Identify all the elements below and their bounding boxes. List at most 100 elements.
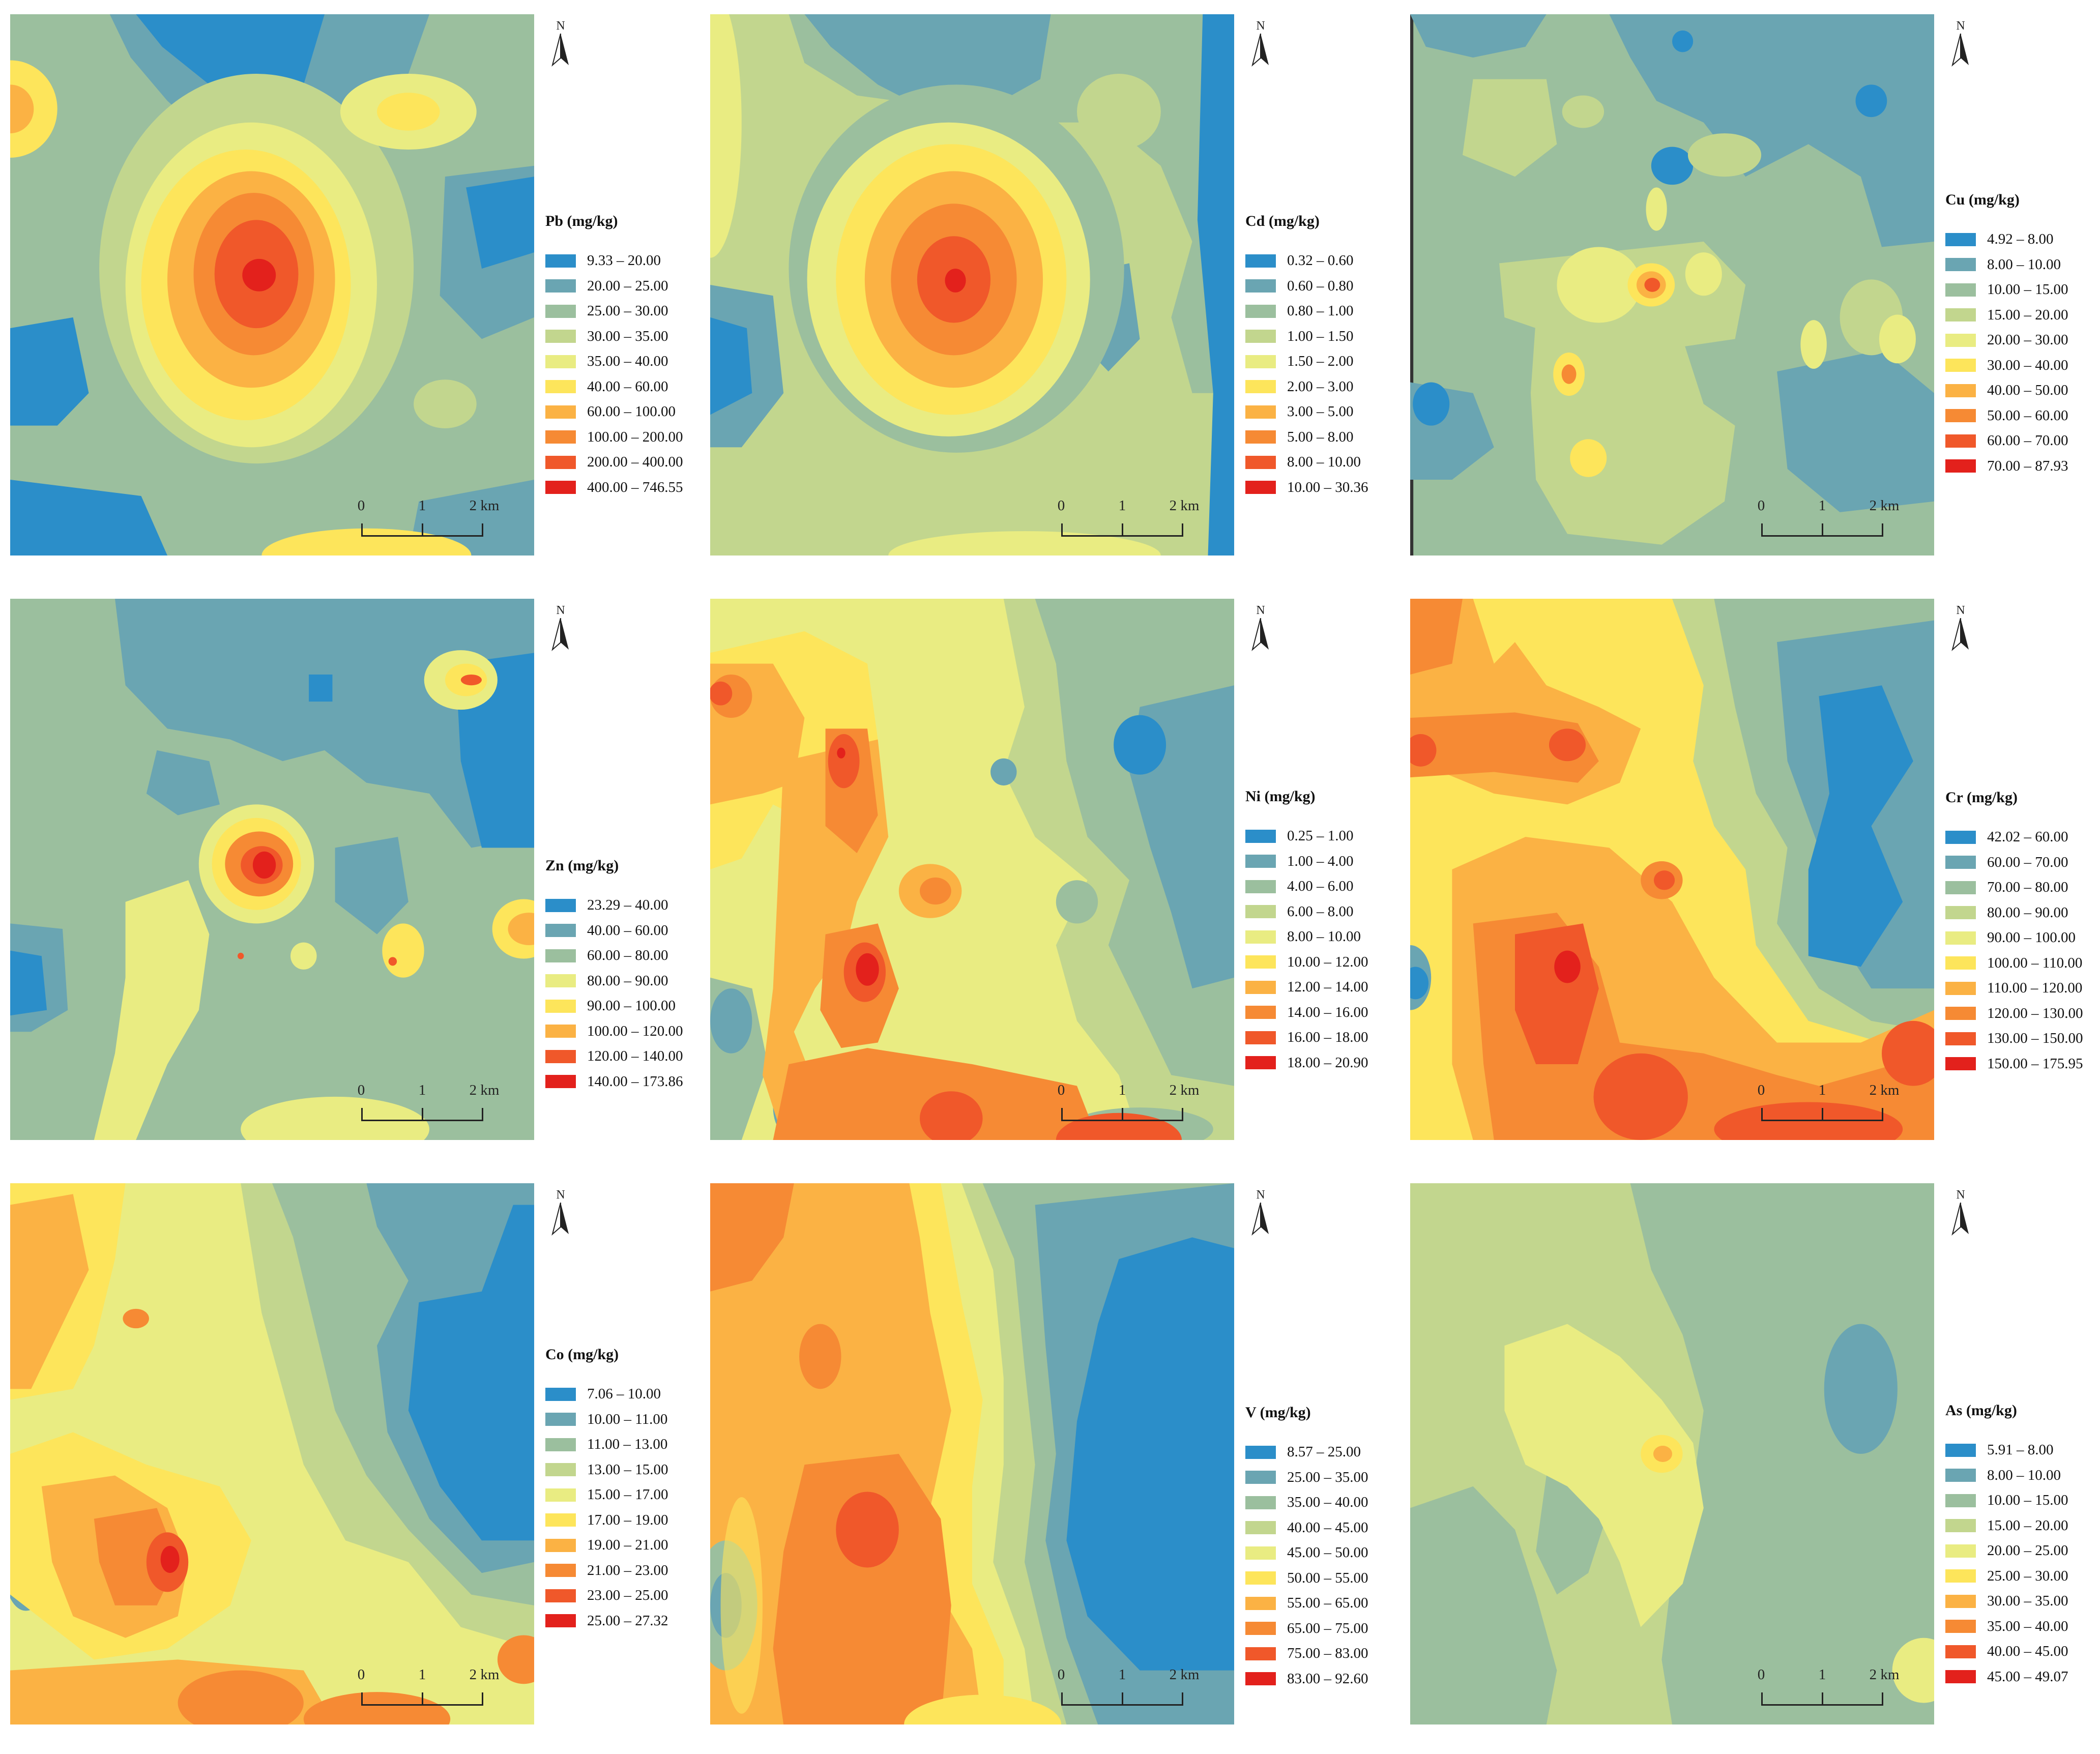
legend-item: 0.80 – 1.00 [1245, 299, 1398, 324]
legend-item: 5.00 – 8.00 [1245, 425, 1398, 450]
scale-bar: 0 1 2 km [358, 1082, 499, 1123]
legend-item: 140.00 – 173.86 [545, 1069, 698, 1095]
legend-item: 60.00 – 70.00 [1945, 850, 2098, 875]
legend-item: 75.00 – 83.00 [1245, 1641, 1398, 1667]
legend-item: 13.00 – 15.00 [545, 1457, 698, 1483]
legend-title: Cr (mg/kg) [1945, 789, 2018, 806]
scale-label-0: 0 [357, 498, 365, 514]
legend-item: 200.00 – 400.00 [545, 450, 698, 475]
north-arrow-icon: N [549, 19, 572, 70]
legend-title: As (mg/kg) [1945, 1402, 2017, 1419]
legend-item: 45.00 – 49.07 [1945, 1664, 2098, 1690]
scale-bar: 0 1 2 km [358, 1667, 499, 1707]
legend-item: 0.25 – 1.00 [1245, 824, 1398, 849]
legend-item: 10.00 – 15.00 [1945, 277, 2098, 303]
legend-pb: Pb (mg/kg) 9.33 – 20.00 20.00 – 25.00 25… [545, 213, 698, 500]
legend-item: 90.00 – 100.00 [545, 993, 698, 1019]
interpolation-map-cd [710, 14, 1234, 556]
legend-item: 10.00 – 15.00 [1945, 1488, 2098, 1513]
legend-item: 3.00 – 5.00 [1245, 399, 1398, 425]
legend-item: 45.00 – 50.00 [1245, 1540, 1398, 1566]
legend-zn: Zn (mg/kg) 23.29 – 40.00 40.00 – 60.00 6… [545, 857, 698, 1094]
interpolation-map-cu [1410, 14, 1934, 556]
interpolation-map-zn [10, 599, 534, 1140]
legend-item: 8.00 – 10.00 [1945, 252, 2098, 278]
legend-item: 40.00 – 60.00 [545, 374, 698, 400]
legend-item: 100.00 – 200.00 [545, 425, 698, 450]
scale-bar: 0 1 2 km [1758, 1667, 1899, 1707]
legend-item: 25.00 – 27.32 [545, 1609, 698, 1634]
legend-cr: Cr (mg/kg) 42.02 – 60.00 60.00 – 70.00 7… [1945, 789, 2098, 1076]
legend-item: 70.00 – 87.93 [1945, 454, 2098, 479]
legend-cu: Cu (mg/kg) 4.92 – 8.00 8.00 – 10.00 10.0… [1945, 191, 2098, 479]
legend-item: 40.00 – 60.00 [545, 918, 698, 944]
legend-title: Cu (mg/kg) [1945, 191, 2020, 208]
legend-item: 1.50 – 2.00 [1245, 349, 1398, 374]
map-panel-zn: 0 1 2 km N Zn (mg/kg) 23.29 – 40.00 40.0… [0, 584, 700, 1169]
legend-item: 8.00 – 10.00 [1245, 924, 1398, 950]
legend-item: 40.00 – 45.00 [1945, 1639, 2098, 1664]
legend-item: 100.00 – 110.00 [1945, 951, 2098, 976]
scale-label-1: 1 [418, 498, 426, 514]
legend-item: 42.02 – 60.00 [1945, 825, 2098, 850]
legend-item: 10.00 – 12.00 [1245, 950, 1398, 975]
legend-item: 6.00 – 8.00 [1245, 899, 1398, 925]
legend-item: 40.00 – 50.00 [1945, 378, 2098, 403]
legend-item: 400.00 – 746.55 [545, 475, 698, 501]
map-panel-cd: 0 1 2 km N Cd (mg/kg) 0.32 – 0.60 0.60 –… [700, 0, 1400, 584]
legend-cd: Cd (mg/kg) 0.32 – 0.60 0.60 – 0.80 0.80 … [1245, 213, 1398, 500]
legend-item: 35.00 – 40.00 [1245, 1490, 1398, 1515]
interpolation-map-as [1410, 1183, 1934, 1724]
interpolation-map-pb [10, 14, 534, 556]
legend-item: 7.06 – 10.00 [545, 1382, 698, 1407]
map-panel-pb: 0 1 2 km N Pb (mg/kg) 9.33 – 20.00 20.00… [0, 0, 700, 584]
legend-v: V (mg/kg) 8.57 – 25.00 25.00 – 35.00 35.… [1245, 1404, 1398, 1691]
north-arrow-icon: N [549, 1188, 572, 1239]
scale-bar: 0 1 2 km [1758, 1082, 1899, 1123]
legend-item: 83.00 – 92.60 [1245, 1667, 1398, 1692]
legend-item: 5.91 – 8.00 [1945, 1438, 2098, 1463]
legend-item: 4.92 – 8.00 [1945, 227, 2098, 252]
legend-item: 16.00 – 18.00 [1245, 1025, 1398, 1050]
legend-item: 1.00 – 4.00 [1245, 849, 1398, 874]
legend-item: 120.00 – 140.00 [545, 1044, 698, 1069]
legend-item: 10.00 – 30.36 [1245, 475, 1398, 501]
legend-item: 120.00 – 130.00 [1945, 1001, 2098, 1027]
legend-item: 30.00 – 40.00 [1945, 353, 2098, 378]
interpolation-map-cr [1410, 599, 1934, 1140]
legend-title: Ni (mg/kg) [1245, 788, 1316, 805]
legend-item: 11.00 – 13.00 [545, 1432, 698, 1457]
map-panel-cr: 0 1 2 km N Cr (mg/kg) 42.02 – 60.00 60.0… [1400, 584, 2100, 1169]
legend-item: 35.00 – 40.00 [1945, 1614, 2098, 1640]
legend-item: 60.00 – 70.00 [1945, 428, 2098, 454]
legend-item: 4.00 – 6.00 [1245, 874, 1398, 899]
legend-item: 30.00 – 35.00 [1945, 1589, 2098, 1614]
legend-item: 100.00 – 120.00 [545, 1019, 698, 1044]
north-arrow-icon: N [1249, 19, 1272, 70]
legend-item: 2.00 – 3.00 [1245, 374, 1398, 400]
legend-ni: Ni (mg/kg) 0.25 – 1.00 1.00 – 4.00 4.00 … [1245, 788, 1398, 1075]
legend-item: 0.32 – 0.60 [1245, 248, 1398, 274]
legend-item: 21.00 – 23.00 [545, 1558, 698, 1584]
legend-item: 60.00 – 80.00 [545, 943, 698, 969]
legend-item: 60.00 – 100.00 [545, 399, 698, 425]
legend-item: 23.29 – 40.00 [545, 893, 698, 918]
legend-title: Pb (mg/kg) [545, 213, 618, 229]
map-panel-co: 0 1 2 km N Co (mg/kg) 7.06 – 10.00 10.00… [0, 1169, 700, 1753]
legend-item: 130.00 – 150.00 [1945, 1026, 2098, 1051]
legend-item: 1.00 – 1.50 [1245, 324, 1398, 349]
interpolation-map-co [10, 1183, 534, 1724]
legend-item: 70.00 – 80.00 [1945, 875, 2098, 900]
legend-item: 30.00 – 35.00 [545, 324, 698, 349]
legend-item: 20.00 – 25.00 [545, 274, 698, 299]
legend-item: 20.00 – 30.00 [1945, 328, 2098, 353]
legend-item: 0.60 – 0.80 [1245, 274, 1398, 299]
legend-title: Co (mg/kg) [545, 1346, 619, 1363]
legend-item: 20.00 – 25.00 [1945, 1538, 2098, 1564]
legend-item: 15.00 – 17.00 [545, 1482, 698, 1508]
legend-item: 15.00 – 20.00 [1945, 1513, 2098, 1539]
legend-item: 110.00 – 120.00 [1945, 976, 2098, 1001]
legend-as: As (mg/kg) 5.91 – 8.00 8.00 – 10.00 10.0… [1945, 1402, 2098, 1689]
scale-bar: 0 1 2 km [357, 498, 499, 538]
scale-bar: 0 1 2 km [1058, 1082, 1199, 1123]
